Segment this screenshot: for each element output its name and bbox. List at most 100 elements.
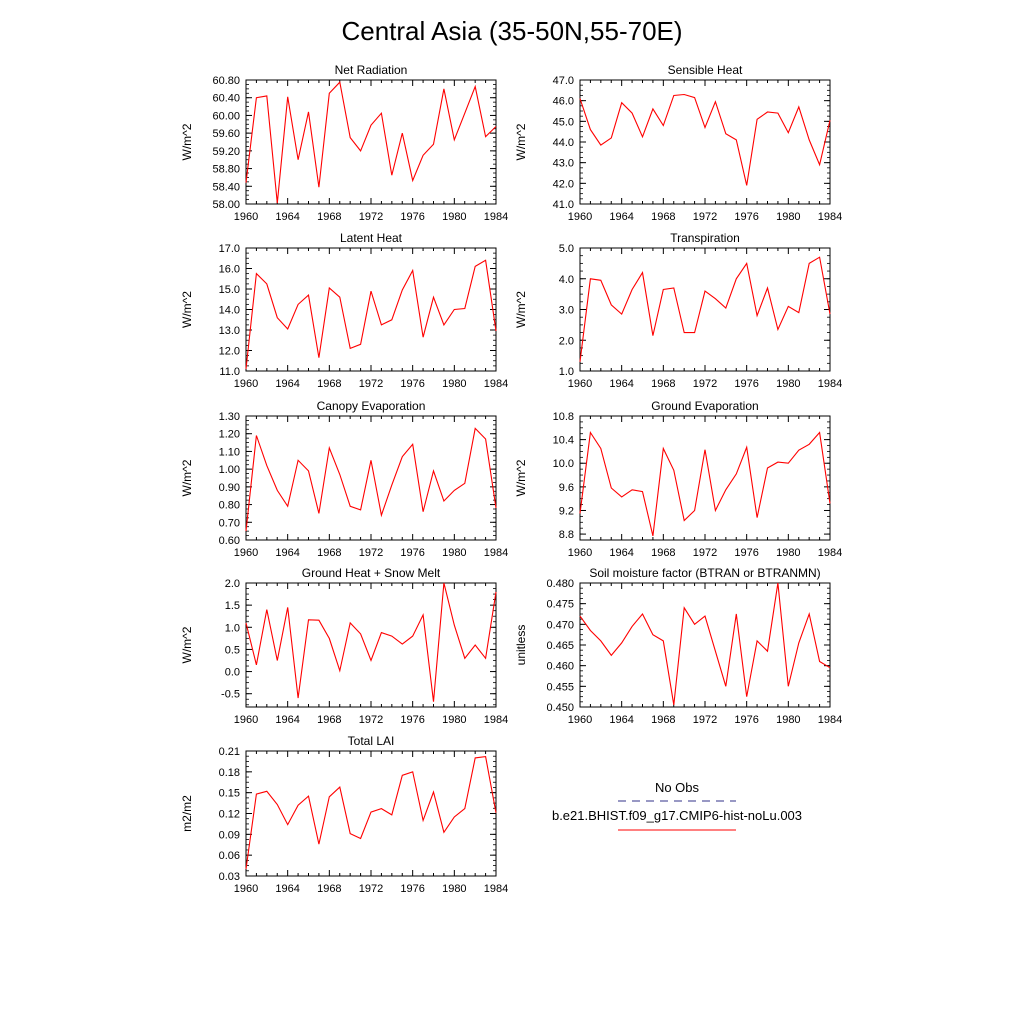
x-tick-label: 1960 <box>568 547 592 559</box>
y-tick-label: 0.475 <box>546 599 574 611</box>
y-tick-label: 10.4 <box>553 435 574 447</box>
y-tick-label: 0.12 <box>219 809 240 821</box>
y-tick-label: 0.480 <box>546 578 574 590</box>
x-tick-label: 1980 <box>442 211 466 223</box>
y-tick-label: 4.0 <box>559 274 574 286</box>
legend: No Obs b.e21.BHIST.f09_g17.CMIP6-hist-no… <box>552 780 802 831</box>
y-tick-label: 1.00 <box>219 464 240 476</box>
x-tick-label: 1960 <box>234 211 258 223</box>
panel-6: Ground Heat + Snow Melt W/m^2 1960 1964 1968… <box>180 566 508 726</box>
series-line <box>579 582 831 705</box>
y-tick-label: 59.60 <box>212 128 240 140</box>
y-tick-label: 0.455 <box>546 681 574 693</box>
x-tick-label: 1976 <box>400 714 424 726</box>
y-tick-label: 9.2 <box>559 505 574 517</box>
x-tick-label: 1972 <box>693 714 717 726</box>
y-tick-label: 0.450 <box>546 702 574 714</box>
y-axis-label: unitless <box>514 625 528 666</box>
x-tick-label: 1976 <box>734 547 758 559</box>
series-line <box>245 427 497 532</box>
series-line <box>245 259 497 369</box>
plot-frame <box>245 415 497 541</box>
y-tick-label: 0.21 <box>219 746 240 758</box>
x-tick-label: 1964 <box>275 883 299 895</box>
y-tick-label: 42.0 <box>553 178 574 190</box>
y-tick-label: 9.6 <box>559 482 574 494</box>
plot-frame <box>245 582 497 708</box>
plot-frame <box>579 415 831 541</box>
y-tick-label: 1.30 <box>219 411 240 423</box>
x-tick-label: 1968 <box>651 211 675 223</box>
y-tick-label: 41.0 <box>553 199 574 211</box>
x-tick-label: 1964 <box>275 211 299 223</box>
x-tick-label: 1980 <box>442 883 466 895</box>
x-tick-label: 1972 <box>359 883 383 895</box>
x-tick-label: 1984 <box>484 547 508 559</box>
y-tick-label: 0.470 <box>546 619 574 631</box>
y-tick-label: 60.00 <box>212 110 240 122</box>
panel-4: Canopy Evaporation W/m^2 1960 1964 1968 1972 1… <box>180 399 508 559</box>
y-axis-label: W/m^2 <box>514 123 528 160</box>
panel-5: Ground Evaporation W/m^2 1960 1964 1968 1972 1… <box>514 399 842 559</box>
panel-title: Total LAI <box>348 734 395 748</box>
x-tick-label: 1968 <box>651 547 675 559</box>
x-tick-label: 1968 <box>317 547 341 559</box>
y-tick-label: 44.0 <box>553 137 574 149</box>
y-tick-label: 0.70 <box>219 517 240 529</box>
x-tick-label: 1964 <box>275 547 299 559</box>
y-tick-label: 0.5 <box>225 644 240 656</box>
x-tick-label: 1964 <box>609 378 633 390</box>
x-tick-label: 1972 <box>693 547 717 559</box>
y-tick-label: 0.80 <box>219 500 240 512</box>
y-tick-label: 58.40 <box>212 181 240 193</box>
x-tick-label: 1960 <box>568 378 592 390</box>
y-axis-label: W/m^2 <box>514 459 528 496</box>
x-tick-label: 1980 <box>776 378 800 390</box>
y-tick-label: 0.0 <box>225 667 240 679</box>
x-tick-label: 1972 <box>693 378 717 390</box>
figure-title: Central Asia (35-50N,55-70E) <box>341 16 682 46</box>
x-tick-label: 1968 <box>317 378 341 390</box>
y-tick-label: 2.0 <box>225 578 240 590</box>
panel-2: Latent Heat W/m^2 1960 1964 1968 1972 1976 1980… <box>180 231 508 390</box>
x-tick-label: 1960 <box>568 211 592 223</box>
legend-label-obs: No Obs <box>655 780 700 795</box>
y-tick-label: 58.80 <box>212 164 240 176</box>
y-tick-label: 0.90 <box>219 482 240 494</box>
x-tick-label: 1972 <box>359 378 383 390</box>
x-tick-label: 1960 <box>234 547 258 559</box>
panel-title: Ground Evaporation <box>651 399 758 413</box>
x-tick-label: 1968 <box>317 211 341 223</box>
x-tick-label: 1980 <box>442 714 466 726</box>
x-tick-label: 1984 <box>484 883 508 895</box>
y-tick-label: 0.460 <box>546 661 574 673</box>
x-tick-label: 1964 <box>609 211 633 223</box>
y-tick-label: 0.06 <box>219 850 240 862</box>
y-axis-label: W/m^2 <box>514 291 528 328</box>
y-tick-label: 0.60 <box>219 535 240 547</box>
y-tick-label: 3.0 <box>559 305 574 317</box>
y-tick-label: 2.0 <box>559 335 574 347</box>
y-axis-label: W/m^2 <box>180 626 194 663</box>
y-tick-label: 8.8 <box>559 529 574 541</box>
panel-title: Soil moisture factor (BTRAN or BTRANMN) <box>589 566 820 580</box>
y-tick-label: 60.40 <box>212 93 240 105</box>
y-tick-label: 11.0 <box>219 366 240 378</box>
x-tick-label: 1968 <box>317 714 341 726</box>
y-axis-label: W/m^2 <box>180 291 194 328</box>
y-tick-label: 0.15 <box>219 788 240 800</box>
x-tick-label: 1968 <box>651 714 675 726</box>
y-tick-label: 10.8 <box>553 411 574 423</box>
series-line <box>245 582 497 702</box>
y-tick-label: 46.0 <box>553 96 574 108</box>
y-tick-label: 13.0 <box>219 325 240 337</box>
panel-title: Net Radiation <box>335 63 408 77</box>
y-tick-label: 5.0 <box>559 243 574 255</box>
x-tick-label: 1976 <box>734 378 758 390</box>
x-tick-label: 1960 <box>234 714 258 726</box>
y-tick-label: 59.20 <box>212 146 240 158</box>
legend-label-model: b.e21.BHIST.f09_g17.CMIP6-hist-noLu.003 <box>552 808 802 823</box>
y-tick-label: 14.0 <box>219 305 240 317</box>
x-tick-label: 1972 <box>359 211 383 223</box>
